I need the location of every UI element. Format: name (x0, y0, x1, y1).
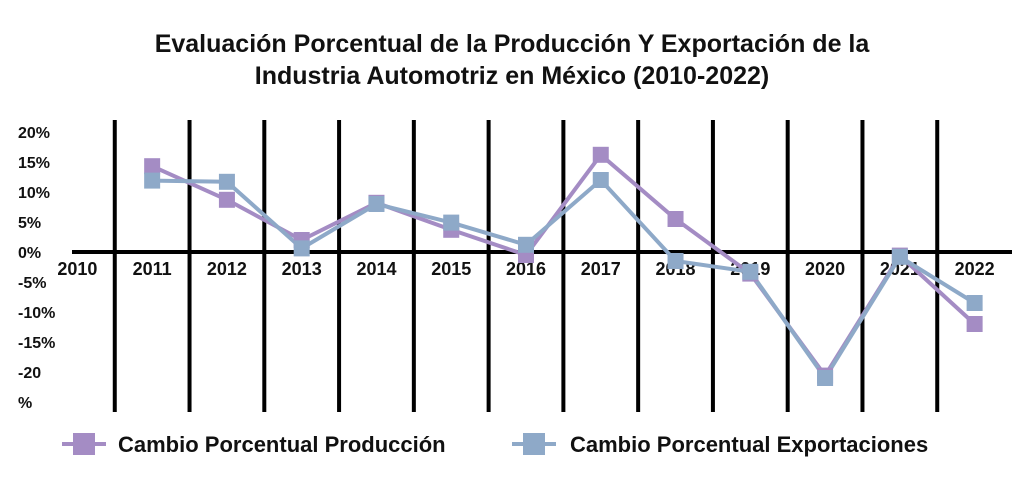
y-tick-label: -5% (18, 275, 46, 292)
chart-title-line-1: Evaluación Porcentual de la Producción Y… (155, 30, 871, 58)
y-tick-label: % (18, 395, 32, 412)
series-line-2 (152, 178, 976, 380)
data-point (144, 158, 161, 175)
chart-title-line-2: Industria Automotriz en México (2010-202… (255, 62, 769, 90)
x-tick-label: 2015 (431, 259, 471, 279)
data-point (742, 263, 759, 280)
data-point (293, 240, 310, 257)
x-tick-label: 2020 (805, 259, 845, 279)
legend: Cambio Porcentual Producción Cambio Porce… (62, 432, 928, 457)
y-axis-tick-labels: 20% 15% 10% 5% 0% -5% -10% -15% -20% (18, 125, 55, 412)
data-point (667, 253, 684, 269)
y-tick-label: 5% (18, 215, 41, 232)
data-point (667, 211, 684, 227)
data-point (144, 172, 161, 189)
y-tick-label: -10% (18, 305, 55, 322)
x-tick-label: 2014 (356, 259, 396, 279)
y-tick-label: 20% (18, 125, 50, 142)
x-axis-tick-labels: 2010201120122013201420152016201720182019… (57, 259, 994, 279)
data-point (891, 248, 908, 265)
y-tick-label: 0% (18, 245, 41, 262)
y-tick-label: -15% (18, 335, 55, 352)
x-tick-label: 2013 (282, 259, 322, 279)
data-point (966, 295, 983, 311)
data-point (817, 370, 834, 386)
data-point (443, 214, 460, 231)
x-tick-label: 2011 (133, 259, 172, 279)
data-point (368, 196, 385, 212)
data-point (218, 191, 235, 208)
data-point (966, 316, 983, 332)
data-point (518, 236, 534, 253)
series-markers (144, 146, 983, 386)
data-point (592, 146, 609, 163)
x-tick-label: 2010 (57, 259, 97, 279)
data-point (592, 172, 609, 188)
legend-marker (523, 433, 545, 455)
y-tick-label: 10% (18, 185, 50, 202)
y-tick-label: 15% (18, 155, 50, 172)
x-tick-label: 2017 (581, 259, 621, 279)
legend-label: Cambio Porcentual Producción (118, 432, 446, 457)
series-lines (151, 152, 976, 380)
legend-marker (73, 433, 95, 455)
legend-label: Cambio Porcentual Exportaciones (570, 432, 928, 457)
x-tick-label: 2016 (506, 259, 546, 279)
x-tick-label: 2012 (207, 259, 247, 279)
y-tick-label: -20 (18, 365, 41, 382)
data-point (218, 173, 235, 190)
x-tick-label: 2022 (955, 259, 995, 279)
